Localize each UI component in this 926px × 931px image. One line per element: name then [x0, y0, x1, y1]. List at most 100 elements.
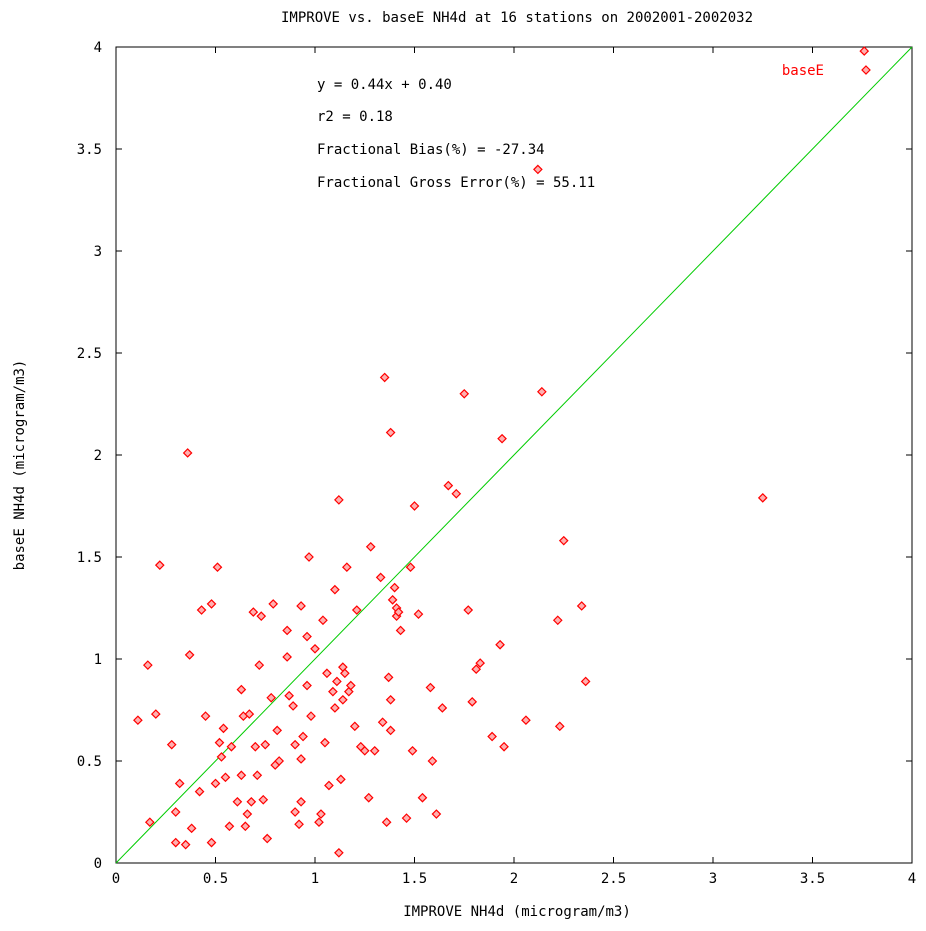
data-point	[459, 388, 470, 399]
data-point	[290, 739, 300, 750]
data-point	[206, 599, 217, 609]
data-point	[216, 752, 227, 762]
x-tick-label: 1	[311, 871, 319, 887]
data-point	[341, 562, 352, 573]
stats-line: y = 0.44x + 0.40	[317, 77, 452, 93]
data-point	[218, 723, 229, 734]
data-point	[288, 701, 298, 711]
data-point	[206, 837, 217, 848]
data-point	[379, 372, 390, 383]
data-point	[256, 611, 267, 622]
data-point	[363, 792, 374, 803]
data-point	[258, 794, 269, 805]
data-point	[320, 737, 330, 748]
data-point	[521, 715, 531, 726]
data-point	[340, 668, 350, 679]
data-point	[133, 715, 143, 726]
axis-ticks	[115, 46, 913, 864]
one-to-one-line	[115, 46, 913, 864]
data-point	[236, 684, 247, 695]
data-point	[552, 615, 563, 626]
x-tick-label: 0	[112, 871, 120, 887]
data-point	[142, 660, 153, 670]
data-point	[385, 694, 396, 705]
data-point	[537, 386, 547, 397]
data-point	[497, 433, 507, 444]
data-point	[533, 164, 543, 175]
one-to-one-line-segment	[115, 46, 913, 864]
data-point	[194, 786, 205, 797]
data-point	[554, 721, 565, 732]
data-point	[224, 821, 235, 832]
data-point	[246, 796, 257, 807]
data-point	[328, 686, 338, 697]
y-tick-label: 0	[94, 856, 102, 872]
data-point	[349, 721, 360, 732]
data-point	[365, 541, 376, 552]
data-point	[294, 819, 304, 830]
data-point	[260, 739, 271, 750]
data-point	[475, 658, 486, 668]
x-tick-label: 2.5	[601, 871, 626, 887]
x-tick-label: 3.5	[800, 871, 825, 887]
data-points	[133, 46, 870, 858]
data-point	[266, 692, 277, 703]
data-point	[282, 625, 292, 636]
data-point	[274, 756, 285, 766]
data-point	[214, 737, 225, 748]
x-tick-label: 1.5	[402, 871, 427, 887]
data-point	[332, 676, 342, 687]
data-point	[351, 605, 362, 615]
x-tick-label: 4	[908, 871, 916, 887]
data-point	[296, 796, 306, 807]
data-point	[359, 745, 370, 756]
data-point	[212, 562, 223, 573]
data-point	[272, 725, 283, 736]
data-point	[369, 745, 380, 756]
data-point	[310, 643, 320, 654]
axis-tick-labels: 0 0.5 1 1.5 2 2.5 3 3.5 4 0 0.5 1 1.5 2 2.5 3 3.5 4	[77, 40, 917, 887]
data-point	[242, 809, 253, 819]
y-tick-label: 3.5	[77, 142, 102, 158]
data-point	[244, 709, 255, 719]
data-point	[200, 711, 211, 721]
data-point	[576, 601, 587, 611]
data-point	[334, 847, 344, 858]
data-point	[322, 668, 332, 679]
data-point	[401, 813, 412, 823]
data-point	[232, 796, 243, 807]
y-tick-label: 2	[94, 448, 102, 464]
data-point	[254, 660, 265, 670]
y-tick-label: 3	[94, 244, 102, 260]
data-point	[395, 625, 406, 636]
data-point	[385, 427, 396, 438]
data-point	[393, 607, 404, 617]
y-tick-label: 1.5	[77, 550, 102, 566]
data-point	[302, 631, 312, 642]
data-point	[383, 672, 394, 683]
data-point	[170, 807, 181, 817]
data-point	[405, 562, 416, 573]
y-axis-label: baseE NH4d (microgram/m3)	[12, 360, 28, 571]
data-point	[250, 741, 261, 752]
y-tick-label: 1	[94, 652, 102, 668]
data-point	[166, 739, 177, 750]
data-point	[859, 46, 870, 56]
stats-line: Fractional Bias(%) = -27.34	[317, 142, 545, 158]
stats-line: r2 = 0.18	[317, 109, 393, 125]
data-point	[377, 717, 388, 728]
data-point	[330, 584, 340, 595]
data-point	[318, 615, 328, 626]
y-tick-label: 0.5	[77, 754, 102, 770]
data-point	[262, 833, 273, 844]
data-point	[385, 725, 396, 736]
data-point	[282, 652, 292, 662]
legend-label: baseE	[782, 63, 824, 79]
x-axis-label: IMPROVE NH4d (microgram/m3)	[403, 904, 631, 920]
data-point	[180, 839, 191, 850]
data-point	[170, 837, 181, 848]
stats-line: Fractional Gross Error(%) = 55.11	[317, 175, 595, 191]
data-point	[375, 572, 386, 583]
data-point	[154, 560, 165, 571]
data-point	[336, 774, 346, 785]
